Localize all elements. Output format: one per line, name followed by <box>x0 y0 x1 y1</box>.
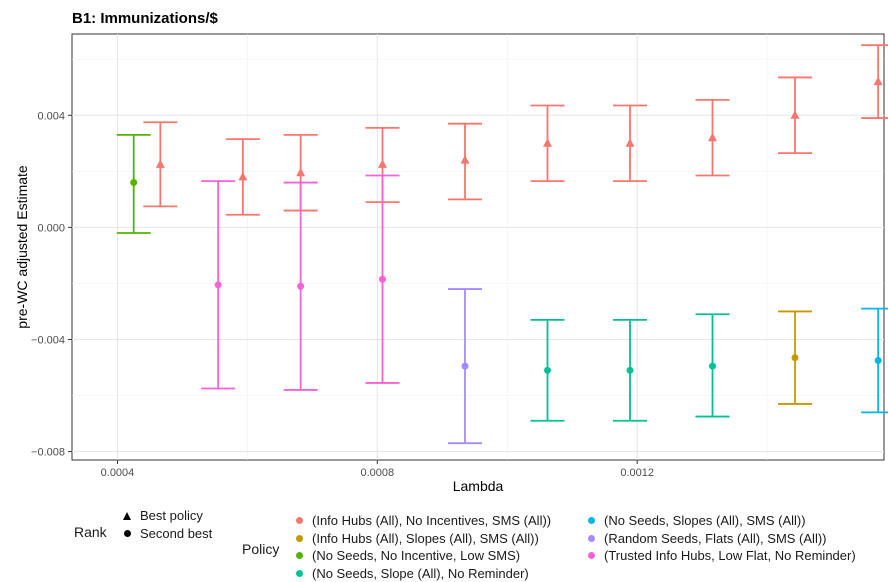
x-axis-label: Lambda <box>453 478 504 494</box>
x-tick-label: 0.0012 <box>620 467 654 479</box>
circle-icon <box>296 517 303 524</box>
rank-legend-title: Rank <box>74 524 107 540</box>
second-best-point <box>709 363 716 370</box>
circle-icon <box>588 552 595 559</box>
plot-panel <box>72 34 884 460</box>
second-best-point <box>379 276 386 283</box>
second-best-point <box>297 283 304 290</box>
rank-legend-label: Second best <box>140 525 212 543</box>
y-tick-label: 0.004 <box>37 110 65 122</box>
policy-legend-item: (No Seeds, No Incentive, Low SMS) <box>290 547 551 565</box>
y-tick-label: 0.000 <box>37 222 65 234</box>
policy-legend-col-1: (Info Hubs (All), No Incentives, SMS (Al… <box>290 512 551 582</box>
policy-legend-label: (No Seeds, Slopes (All), SMS (All)) <box>604 512 806 530</box>
circle-icon <box>296 570 303 577</box>
rank-legend-label: Best policy <box>140 507 203 525</box>
second-best-point <box>462 363 469 370</box>
policy-legend-label: (Info Hubs (All), Slopes (All), SMS (All… <box>312 530 539 548</box>
circle-icon <box>296 552 303 559</box>
chart-title: B1: Immunizations/$ <box>72 10 219 27</box>
policy-legend-item: (No Seeds, Slopes (All), SMS (All)) <box>582 512 856 530</box>
circle-icon <box>588 517 595 524</box>
policy-legend-item: (No Seeds, Slope (All), No Reminder) <box>290 565 551 582</box>
policy-legend-label: (No Seeds, Slope (All), No Reminder) <box>312 565 529 582</box>
policy-legend-col-2: (No Seeds, Slopes (All), SMS (All)) (Ran… <box>582 512 856 565</box>
second-best-point <box>875 357 882 364</box>
policy-legend-title: Policy <box>242 541 279 557</box>
chart-svg: B1: Immunizations/$ 0.0004 0.0008 0.0012 −0… <box>0 0 888 510</box>
second-best-point <box>215 281 222 288</box>
y-tick-label: −0.004 <box>31 334 65 346</box>
policy-legend-label: (No Seeds, No Incentive, Low SMS) <box>312 547 520 565</box>
rank-legend: Best policy Second best <box>118 507 212 542</box>
second-best-point <box>627 367 634 374</box>
second-best-point <box>792 354 799 361</box>
policy-legend-label: (Random Seeds, Flats (All), SMS (All)) <box>604 530 827 548</box>
triangle-icon <box>123 512 131 520</box>
policy-legend-item: (Info Hubs (All), No Incentives, SMS (Al… <box>290 512 551 530</box>
y-tick-label: −0.008 <box>31 447 65 459</box>
policy-legend-item: (Random Seeds, Flats (All), SMS (All)) <box>582 530 856 548</box>
x-tick-label: 0.0008 <box>360 467 394 479</box>
second-best-point <box>544 367 551 374</box>
second-best-point <box>130 179 137 186</box>
circle-icon <box>296 535 303 542</box>
x-tick-label: 0.0004 <box>101 467 135 479</box>
rank-legend-item: Best policy <box>118 507 212 525</box>
policy-legend-label: (Info Hubs (All), No Incentives, SMS (Al… <box>312 512 551 530</box>
circle-icon <box>588 535 595 542</box>
rank-legend-item: Second best <box>118 525 212 543</box>
policy-legend-item: (Trusted Info Hubs, Low Flat, No Reminde… <box>582 547 856 565</box>
y-axis-label: pre-WC adjusted Estimate <box>14 165 30 329</box>
policy-legend-item: (Info Hubs (All), Slopes (All), SMS (All… <box>290 530 551 548</box>
policy-legend-label: (Trusted Info Hubs, Low Flat, No Reminde… <box>604 547 856 565</box>
circle-icon <box>124 530 131 537</box>
